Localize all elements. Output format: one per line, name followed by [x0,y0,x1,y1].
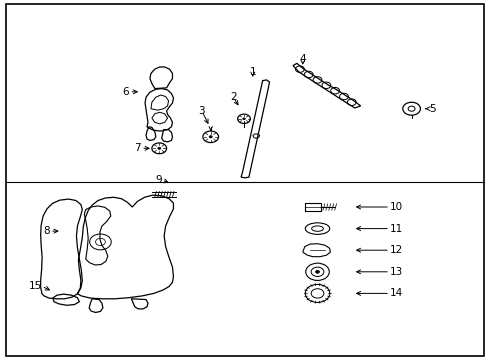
Text: 15: 15 [28,281,42,291]
Circle shape [243,118,245,120]
Text: 6: 6 [122,87,129,97]
Circle shape [209,136,212,138]
Text: 5: 5 [429,104,436,114]
Text: 2: 2 [230,92,237,102]
Text: 7: 7 [134,143,141,153]
Text: 12: 12 [390,245,403,255]
Text: 10: 10 [390,202,403,212]
Text: 1: 1 [249,67,256,77]
Text: 11: 11 [390,224,403,234]
Text: 8: 8 [43,226,50,236]
Text: 3: 3 [198,106,205,116]
Circle shape [158,147,161,149]
Text: 14: 14 [390,288,403,298]
Text: 4: 4 [299,54,306,64]
Text: 13: 13 [390,267,403,277]
Text: 9: 9 [155,175,162,185]
Circle shape [316,270,319,273]
